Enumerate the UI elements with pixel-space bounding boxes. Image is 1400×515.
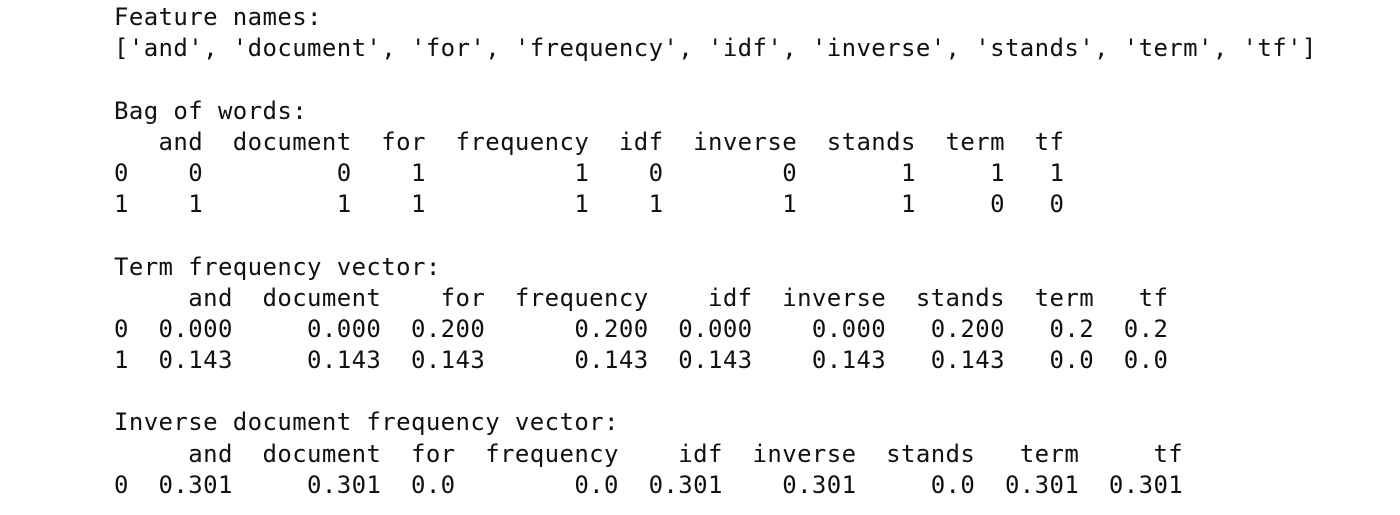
output-line: 0 0.301 0.301 0.0 0.0 0.301 0.301 0.0 0.… (114, 470, 1184, 499)
output-line: and document for frequency idf inverse s… (114, 127, 1065, 156)
output-line: and document for frequency idf inverse s… (114, 439, 1184, 468)
output-line: and document for frequency idf inverse s… (114, 283, 1169, 312)
output-line: 0 0 0 1 1 0 0 1 1 1 (114, 158, 1065, 187)
output-line: Inverse document frequency vector: (114, 408, 619, 437)
output-line: 0 0.000 0.000 0.200 0.200 0.000 0.000 0.… (114, 314, 1169, 343)
output-line (114, 220, 1317, 251)
output-line: 1 0.143 0.143 0.143 0.143 0.143 0.143 0.… (114, 346, 1169, 375)
output-line: Term frequency vector: (114, 252, 441, 281)
output-line: ['and', 'document', 'for', 'frequency', … (114, 34, 1317, 63)
output-line (114, 64, 1317, 95)
output-line: Feature names: (114, 3, 322, 31)
output-line: 1 1 1 1 1 1 1 1 0 0 (114, 190, 1065, 219)
console-output: Feature names: ['and', 'document', 'for',… (114, 2, 1317, 501)
output-line (114, 376, 1317, 407)
output-line: Bag of words: (114, 96, 308, 125)
